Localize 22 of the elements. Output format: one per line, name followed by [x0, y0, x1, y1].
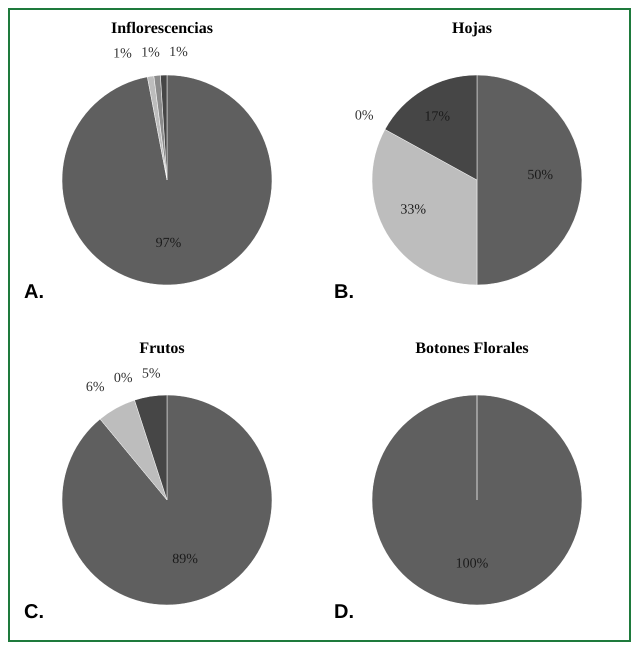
text: D. [334, 601, 354, 623]
pie-slice [62, 74, 272, 286]
data-label: 50% [527, 168, 554, 183]
data-label: 89% [172, 552, 198, 568]
chart-title: Botones Florales [414, 340, 530, 358]
data-label: 100% [456, 556, 489, 572]
data-label: 97% [156, 236, 182, 251]
data-label: 5% [142, 366, 161, 382]
text: 0% [114, 371, 132, 386]
text: 0% [354, 108, 374, 124]
chart-title: Hojas [451, 20, 493, 38]
data-label: 1% [169, 45, 188, 60]
text: C. [24, 601, 44, 623]
data-label: 1% [141, 46, 160, 61]
pie-slice [62, 394, 272, 606]
chart-title: Inflorescencias [110, 20, 214, 38]
data-label: 6% [86, 380, 105, 396]
data-label: 1% [113, 46, 132, 62]
text: B. [334, 281, 354, 303]
data-label: 33% [400, 202, 426, 218]
chart-title: Frutos [138, 340, 186, 358]
text: A. [24, 281, 44, 303]
